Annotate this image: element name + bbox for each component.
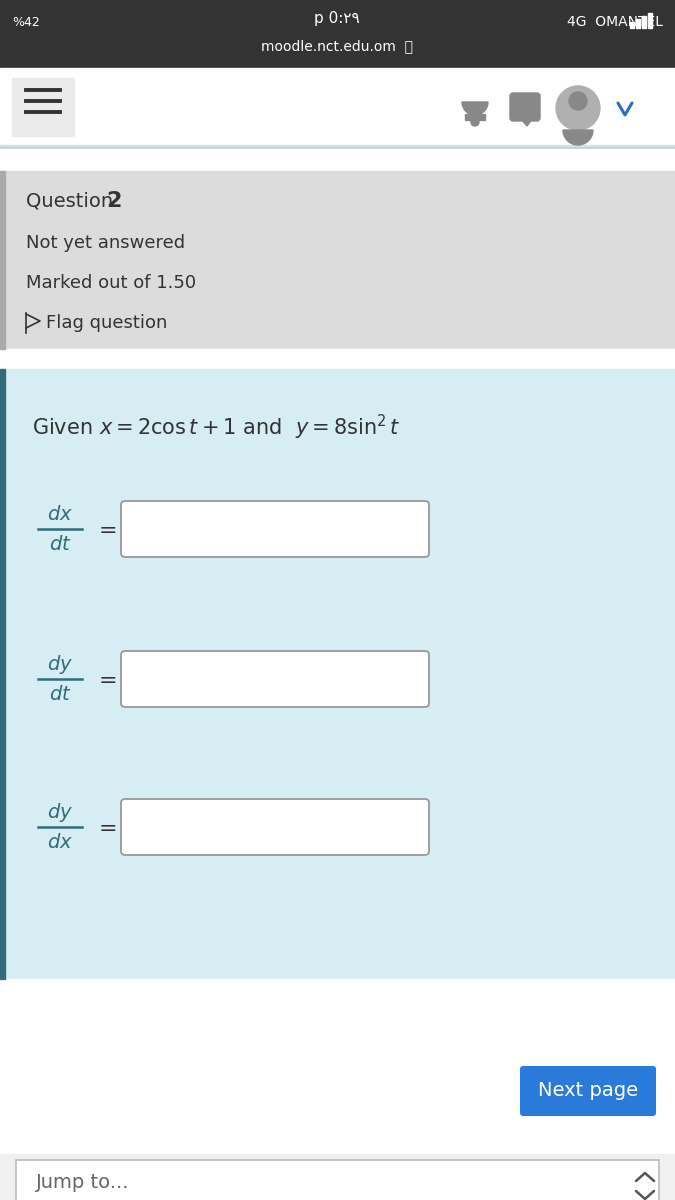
Text: Marked out of 1.50: Marked out of 1.50	[26, 274, 196, 292]
Wedge shape	[563, 130, 593, 145]
Polygon shape	[520, 118, 533, 126]
Text: $=$: $=$	[94, 670, 116, 689]
Circle shape	[471, 118, 479, 126]
FancyBboxPatch shape	[121, 799, 429, 854]
Text: Given $x = 2\cos t + 1$ and  $y = 8\sin^2 t$: Given $x = 2\cos t + 1$ and $y = 8\sin^2…	[32, 413, 400, 442]
Bar	[0, 979, 675, 1154]
Circle shape	[569, 92, 587, 110]
Bar	[0, 1154, 675, 1200]
Bar	[642, 16, 646, 28]
Bar	[0, 170, 5, 349]
FancyBboxPatch shape	[16, 1160, 659, 1200]
Text: $dx$: $dx$	[47, 834, 73, 852]
FancyBboxPatch shape	[121, 650, 429, 707]
Bar	[636, 19, 640, 28]
Bar	[648, 13, 652, 28]
Text: $=$: $=$	[94, 518, 116, 539]
Bar	[0, 370, 5, 979]
Text: Question: Question	[26, 192, 119, 210]
Text: $dy$: $dy$	[47, 654, 73, 677]
Bar	[630, 22, 634, 28]
Bar	[0, 349, 675, 370]
Text: p 0:٢٩: p 0:٢٩	[314, 11, 360, 25]
Bar	[0, 170, 675, 349]
FancyBboxPatch shape	[520, 1066, 656, 1116]
Text: Flag question: Flag question	[46, 314, 167, 332]
Text: $dy$: $dy$	[47, 802, 73, 824]
Text: $dt$: $dt$	[49, 535, 72, 554]
FancyBboxPatch shape	[121, 502, 429, 557]
Bar	[12, 78, 74, 136]
Text: moodle.nct.edu.om  🔒: moodle.nct.edu.om 🔒	[261, 38, 413, 53]
Text: 4G  OMANTEL: 4G OMANTEL	[567, 14, 663, 29]
Text: Next page: Next page	[538, 1081, 638, 1100]
Wedge shape	[462, 102, 488, 115]
Text: $dx$: $dx$	[47, 505, 73, 524]
Text: $dt$: $dt$	[49, 685, 72, 704]
Text: Jump to...: Jump to...	[36, 1174, 130, 1193]
Bar	[0, 68, 675, 146]
Circle shape	[556, 86, 600, 130]
Bar	[0, 370, 675, 979]
Bar	[0, 149, 675, 170]
Text: $=$: $=$	[94, 817, 116, 838]
Bar	[0, 146, 675, 149]
Text: 2: 2	[106, 191, 121, 211]
FancyBboxPatch shape	[510, 92, 540, 121]
Text: Not yet answered: Not yet answered	[26, 234, 185, 252]
Text: %42: %42	[12, 16, 40, 29]
Bar	[465, 114, 485, 120]
Bar	[0, 0, 675, 68]
